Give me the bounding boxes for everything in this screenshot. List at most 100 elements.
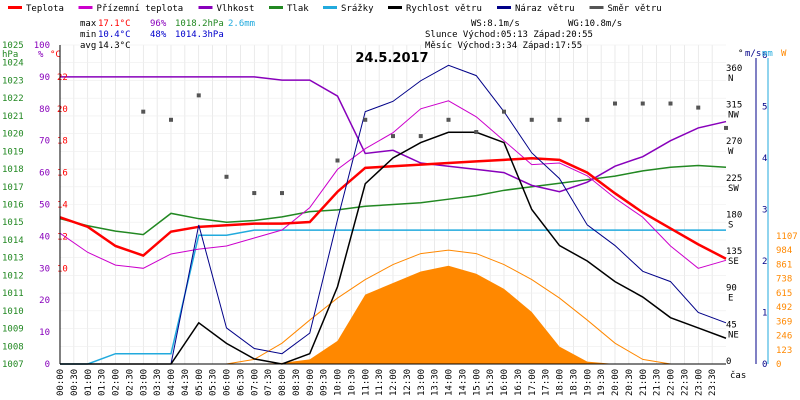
w-tick-1: 984 — [776, 246, 792, 256]
legend-swatch-4 — [323, 6, 337, 9]
w-tick-8: 123 — [776, 346, 792, 356]
c-tick-0: 22 — [57, 73, 68, 83]
x-tick-45: 22:30 — [680, 369, 690, 396]
stats-max-press: 1018.2hPa — [175, 19, 224, 29]
ms-tick-4: 2 — [762, 257, 767, 267]
hpa-tick-6: 1019 — [2, 147, 24, 157]
hpa-tick-13: 1012 — [2, 271, 24, 281]
x-tick-6: 03:00 — [139, 369, 149, 396]
solar-area — [60, 265, 726, 364]
dir-tick-8: 0 — [726, 357, 731, 367]
dir-tick-2: 270 — [726, 137, 742, 147]
x-tick-3: 01:30 — [98, 369, 108, 396]
pct-tick-6: 40 — [39, 232, 50, 242]
legend-label-6: Náraz větru — [515, 4, 575, 14]
wind-dir-point-20 — [613, 101, 617, 106]
x-tick-12: 06:00 — [223, 369, 233, 396]
dir-tick-1: 315 — [726, 101, 742, 111]
ms-tick-2: 4 — [762, 154, 767, 164]
x-tick-20: 10:00 — [334, 369, 344, 396]
pct-tick-4: 60 — [39, 169, 50, 179]
legend-swatch-2 — [198, 6, 213, 9]
dir-label-7: NE — [728, 330, 739, 340]
x-tick-17: 08:30 — [292, 369, 302, 396]
wind-dir-point-11 — [363, 117, 368, 122]
legend-swatch-5 — [388, 6, 402, 9]
hpa-tick-2: 1023 — [2, 76, 24, 86]
dir-label-2: W — [728, 147, 734, 157]
x-tick-5: 02:30 — [125, 369, 135, 396]
ms-tick-3: 3 — [762, 206, 767, 216]
legend-label-4: Srážky — [341, 4, 374, 14]
x-tick-37: 18:30 — [569, 369, 579, 396]
info-ws: WS:8.1m/s — [471, 19, 520, 29]
hpa-tick-14: 1011 — [2, 289, 24, 299]
dir-tick-3: 225 — [726, 174, 742, 184]
dir-tick-0: 360 — [726, 64, 742, 74]
c-tick-4: 14 — [57, 201, 68, 211]
w-tick-9: 0 — [776, 360, 781, 370]
stats-max-hum: 96% — [150, 19, 167, 29]
pct-tick-8: 20 — [39, 296, 50, 306]
humidity-line — [60, 76, 727, 193]
x-tick-41: 20:30 — [625, 369, 635, 396]
ms-tick-1: 5 — [762, 103, 767, 113]
ms-tick-6: 0 — [762, 360, 767, 370]
legend-label-1: Přízemní teplota — [97, 4, 184, 14]
x-tick-14: 07:00 — [250, 369, 260, 396]
deg-unit: ° — [738, 49, 743, 59]
pct-tick-1: 90 — [39, 73, 50, 83]
x-tick-31: 15:30 — [486, 369, 496, 396]
dir-label-3: SW — [728, 184, 739, 194]
info-moon: Měsíc Východ:3:34 Západ:17:55 — [425, 41, 582, 51]
pressure-line — [59, 164, 727, 236]
c-tick-3: 16 — [57, 169, 68, 179]
legend-swatch-7 — [589, 6, 604, 9]
wind-dir-point-18 — [557, 117, 562, 122]
wind-dir-point-22 — [668, 101, 673, 106]
stats-avg-label: avg — [80, 41, 96, 51]
pct-tick-9: 10 — [39, 328, 50, 338]
ms-tick-5: 1 — [762, 309, 767, 319]
x-tick-44: 22:00 — [667, 369, 677, 396]
hpa-tick-16: 1009 — [2, 325, 24, 335]
dir-label-4: S — [728, 220, 733, 230]
pct-tick-0: 100 — [34, 41, 50, 51]
wind-dir-point-15 — [474, 130, 479, 135]
x-axis-unit: čas — [730, 370, 746, 381]
x-tick-47: 23:30 — [708, 369, 718, 396]
x-tick-23: 11:30 — [375, 369, 385, 396]
c-tick-1: 20 — [57, 105, 68, 115]
legend-label-0: Teplota — [26, 4, 64, 14]
c-tick-6: 10 — [57, 264, 68, 274]
w-tick-7: 246 — [776, 332, 792, 342]
x-tick-4: 02:00 — [112, 369, 122, 396]
hpa-tick-9: 1016 — [2, 201, 24, 211]
dir-tick-4: 180 — [726, 210, 742, 220]
w-tick-2: 861 — [776, 260, 792, 270]
dir-label-0: N — [728, 74, 733, 84]
ms-unit: m/s — [745, 49, 761, 59]
hpa-tick-18: 1007 — [2, 360, 24, 370]
w-tick-6: 369 — [776, 317, 792, 327]
x-tick-8: 04:00 — [167, 369, 177, 396]
wind-dir-point-3 — [141, 109, 146, 114]
pct-tick-10: 0 — [45, 360, 50, 370]
chart-title: 24.5.2017 — [355, 51, 428, 66]
wind-dir-point-8 — [280, 191, 284, 196]
stats-max-rain: 2.6mm — [228, 19, 255, 29]
hpa-tick-17: 1008 — [2, 342, 24, 352]
x-tick-32: 16:00 — [500, 369, 510, 396]
x-tick-13: 06:30 — [236, 369, 246, 396]
hpa-tick-8: 1017 — [2, 183, 24, 193]
pct-tick-3: 70 — [39, 137, 50, 147]
c-unit: °C — [50, 50, 61, 60]
stats-min-temp: 10.4°C — [98, 30, 131, 40]
pct-unit: % — [38, 50, 44, 60]
wind-dir-point-21 — [640, 101, 645, 106]
wind-dir-point-5 — [196, 93, 201, 98]
x-tick-0: 00:00 — [56, 369, 66, 396]
w-tick-3: 738 — [776, 275, 792, 285]
x-tick-34: 17:00 — [528, 369, 538, 396]
